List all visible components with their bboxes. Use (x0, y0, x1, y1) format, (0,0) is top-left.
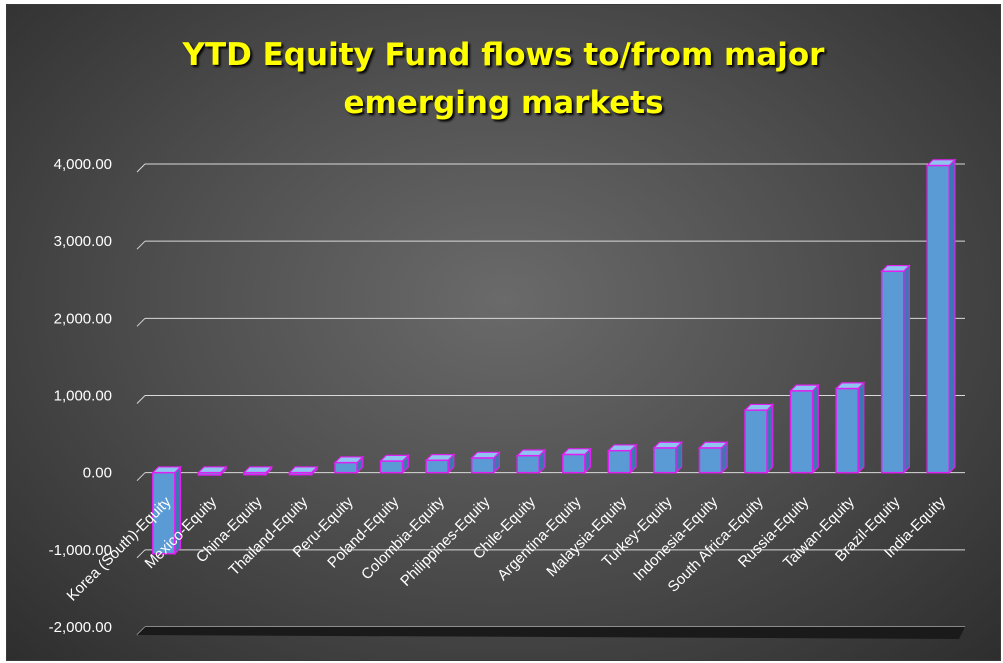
y-tick-label: 2,000.00 (54, 310, 112, 327)
bar-top (515, 449, 547, 457)
bar (287, 465, 319, 477)
bar-top (743, 403, 775, 411)
bar (151, 465, 182, 556)
bar-front (607, 449, 632, 474)
bar-front (789, 390, 814, 474)
floor (137, 627, 965, 639)
y-axis-ticks: 4,000.00 3,000.00 2,000.00 1,000.00 0.00 -1,0… (49, 156, 112, 636)
bar-top (196, 466, 228, 474)
gridline-depth (136, 395, 146, 404)
bar-front (698, 447, 723, 474)
category-label: Indonesia-Equity (630, 493, 721, 584)
bar-top (652, 441, 684, 449)
bar (379, 453, 410, 475)
bar-front (516, 454, 540, 474)
gridline-depth (136, 549, 146, 559)
bar-top (789, 384, 820, 392)
bar (925, 158, 957, 475)
y-tick-label: 4,000.00 (54, 156, 112, 173)
chart-title: YTD Equity Fund flows to/from major emer… (7, 31, 1000, 127)
bar (652, 440, 684, 475)
y-tick-label: 1,000.00 (54, 388, 112, 405)
bar-side (857, 381, 865, 475)
bar (242, 465, 274, 477)
bar-top (470, 451, 501, 459)
category-label: Malaysia-Equity (543, 493, 630, 580)
y-tick-label: -2,000.00 (49, 619, 112, 636)
bar-front (562, 453, 586, 474)
bar (424, 453, 456, 475)
bar-top (606, 444, 638, 452)
bar (196, 465, 228, 477)
bar-top (880, 264, 911, 272)
category-label: Thailand-Equity (226, 493, 312, 579)
chart-frame: YTD Equity Fund flows to/from major emer… (6, 4, 1001, 661)
bar-front (425, 459, 449, 474)
category-label: Colombia-Equity (358, 493, 448, 583)
bar-top (424, 454, 456, 461)
gridline-depth (136, 317, 146, 327)
bar-front (653, 447, 677, 474)
bar-side (811, 383, 819, 475)
bar-top (242, 466, 274, 474)
bar-front (152, 471, 176, 555)
bar-front (835, 387, 859, 474)
bar-front (379, 460, 404, 474)
bar-front (926, 164, 950, 474)
bar-top (151, 466, 182, 474)
gridline-depth (136, 240, 146, 250)
gridlines (136, 163, 965, 639)
bar (743, 402, 775, 475)
bar-front (197, 471, 222, 476)
bar-top (561, 448, 592, 456)
bar-front (243, 471, 267, 476)
bar (470, 450, 501, 475)
bar-side (903, 264, 910, 475)
chart-title-line-1: YTD Equity Fund flows to/from major (182, 37, 825, 73)
bar-top (333, 456, 365, 464)
bar (880, 264, 911, 475)
bar-side (766, 402, 774, 475)
bar (515, 448, 547, 475)
bar-front (334, 461, 358, 474)
bar-front (288, 471, 313, 476)
category-label: Argentina-Equity (494, 493, 585, 584)
bar-top (287, 466, 319, 474)
bar (834, 381, 866, 475)
category-labels: Korea (South)-EquityMexico-EquityChina-E… (64, 493, 950, 604)
bar-top (379, 454, 410, 462)
y-tick-label: 0.00 (83, 465, 112, 482)
bar-front (470, 457, 495, 474)
bar-top (697, 441, 729, 449)
y-tick-label: -1,000.00 (49, 542, 112, 559)
bar-side (948, 158, 956, 475)
bar-top (925, 159, 957, 167)
bar (333, 455, 365, 475)
bar (789, 383, 820, 475)
y-tick-label: 3,000.00 (54, 233, 112, 250)
bar (697, 440, 729, 475)
gridline-depth (136, 163, 146, 173)
bar-front (744, 409, 768, 474)
gridline-depth (136, 472, 146, 482)
bar-front (880, 270, 905, 474)
bar-chart: 4,000.00 3,000.00 2,000.00 1,000.00 0.00 -1,0… (49, 156, 965, 639)
chart-title-line-2: emerging markets (343, 85, 664, 121)
bar-top (834, 382, 866, 390)
bars (151, 158, 957, 556)
bar (561, 447, 592, 475)
bar (606, 443, 638, 475)
